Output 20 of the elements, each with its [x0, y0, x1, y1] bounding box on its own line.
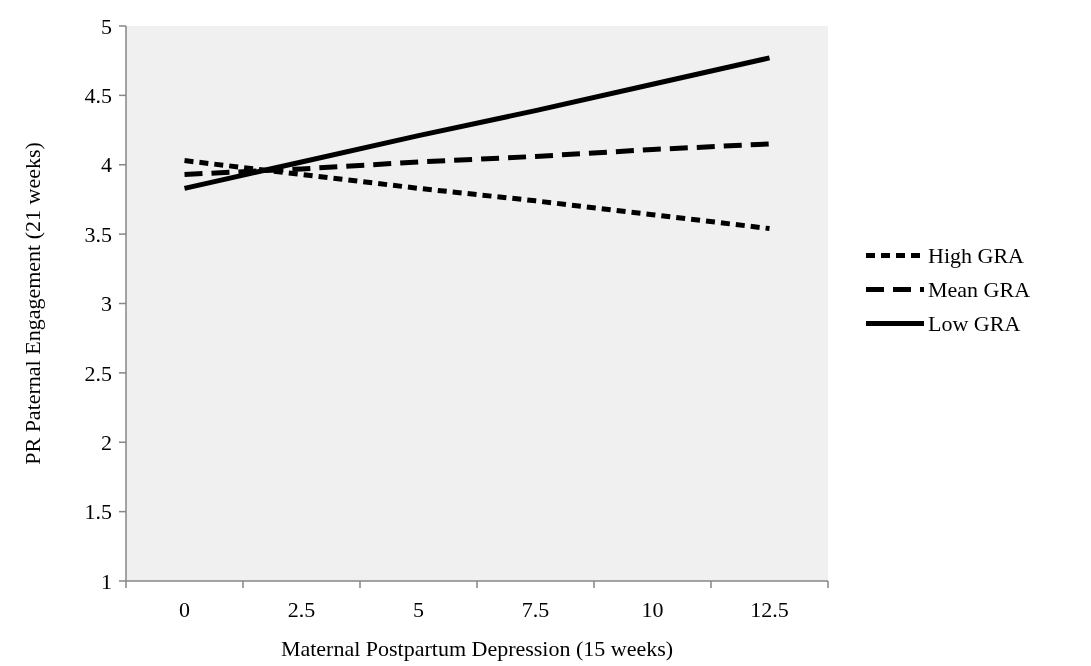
- y-tick-label: 2: [101, 429, 112, 455]
- x-tick-label: 2.5: [287, 597, 316, 622]
- x-tick-label: 7.5: [521, 597, 550, 622]
- y-tick-label: 3: [101, 291, 112, 317]
- legend-label: Mean GRA: [928, 277, 1031, 303]
- y-tick-label: 4.5: [84, 83, 112, 109]
- y-tick-label: 1: [101, 568, 112, 594]
- y-tick-label: 2.5: [84, 360, 112, 386]
- legend-label: High GRA: [928, 243, 1025, 269]
- y-tick-label: 4: [101, 152, 112, 178]
- y-tick-label: 3.5: [84, 221, 112, 247]
- x-tick-label: 12.5: [750, 597, 789, 622]
- legend-label: Low GRA: [928, 311, 1021, 337]
- x-tick-label: 10: [641, 597, 664, 622]
- x-axis-title: Maternal Postpartum Depression (15 weeks): [280, 636, 674, 661]
- y-axis-title: PR Paternal Engagement (21 weeks): [20, 142, 45, 465]
- x-tick-label: 5: [413, 597, 424, 622]
- y-tick-label: 1.5: [84, 499, 112, 525]
- x-tick-label: 0: [179, 597, 190, 622]
- y-tick-label: 5: [101, 13, 112, 39]
